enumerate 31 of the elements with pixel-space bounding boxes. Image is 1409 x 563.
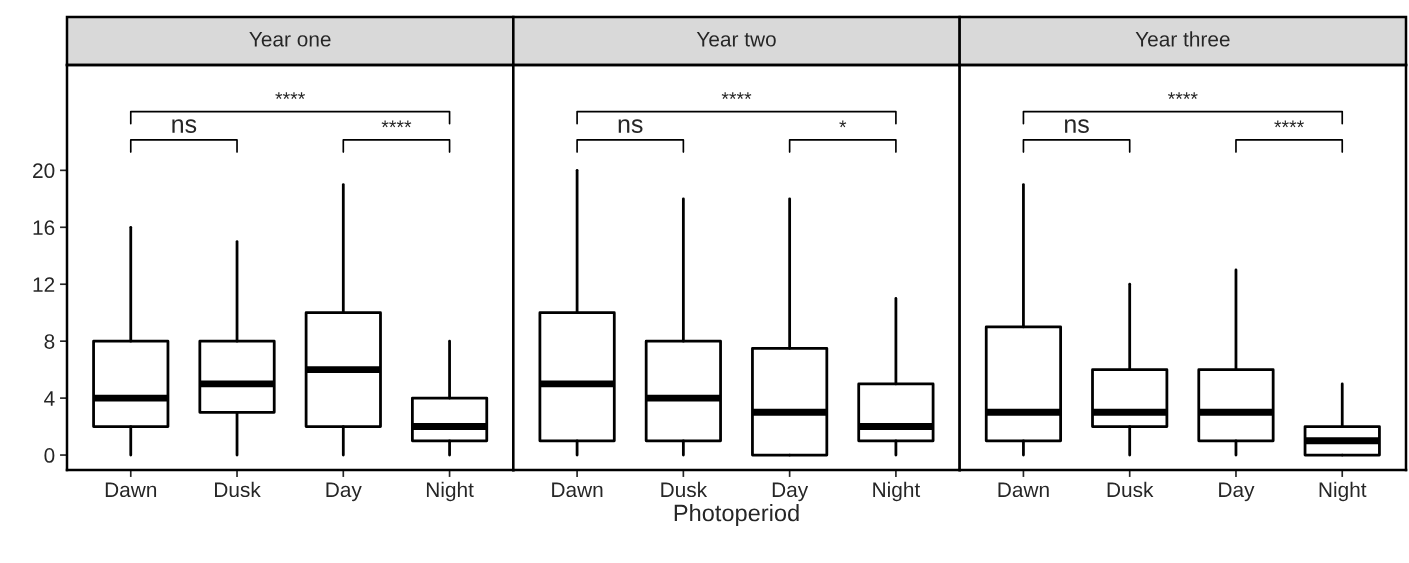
x-tick-label: Dusk: [215, 481, 261, 498]
y-tick-label: 8: [44, 334, 55, 349]
x-tick-label: Night: [426, 481, 474, 502]
x-tick-label: Night: [1319, 481, 1367, 502]
x-tick-label: Day: [326, 482, 362, 502]
chart-title: Year two: [696, 32, 776, 47]
y-tick-label: 4: [44, 391, 55, 406]
x-axis-title: Photoperiod: [674, 504, 799, 527]
y-tick-label: 0: [44, 448, 55, 463]
x-tick-label: Dawn: [998, 482, 1049, 498]
x-tick-label: Day: [1219, 482, 1255, 502]
annotation: ns: [618, 119, 643, 133]
x-tick-label: Dusk: [661, 481, 708, 498]
x-tick-label: Dusk: [1107, 481, 1154, 498]
chart-title: Year one: [249, 32, 331, 47]
y-tick-label: 20: [33, 163, 55, 179]
annotation: *: [839, 120, 847, 128]
chart-title: Year three: [1135, 31, 1230, 47]
annotation: ns: [1065, 119, 1089, 133]
annotation: ns: [172, 119, 197, 133]
annotation: ****: [275, 92, 305, 99]
annotation: ****: [381, 120, 412, 128]
annotation: ****: [1168, 92, 1198, 99]
y-tick-label: 12: [33, 277, 55, 292]
annotation: ****: [1274, 120, 1304, 128]
annotation: ****: [721, 92, 752, 99]
x-tick-label: Day: [772, 482, 809, 502]
x-tick-label: Dawn: [105, 482, 157, 498]
x-tick-label: Night: [873, 481, 921, 502]
x-tick-label: Dawn: [552, 482, 603, 498]
y-tick-label: 16: [33, 220, 55, 236]
